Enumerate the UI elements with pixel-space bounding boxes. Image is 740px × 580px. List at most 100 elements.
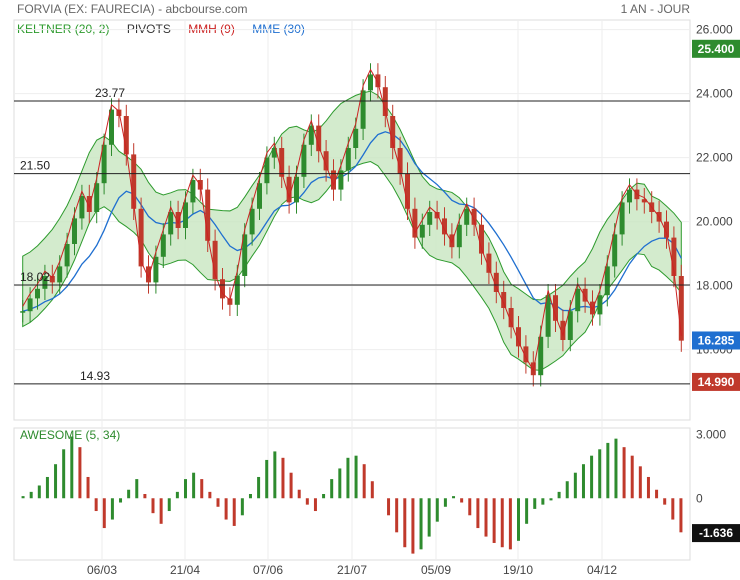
legend-pivots: PIVOTS — [126, 22, 171, 36]
candle — [27, 298, 33, 312]
price-tag-last — [692, 331, 740, 350]
candle — [153, 256, 159, 283]
candle — [582, 288, 588, 302]
candle — [590, 301, 595, 315]
candle — [471, 208, 477, 225]
candle — [72, 218, 77, 244]
candle — [79, 196, 85, 219]
candle — [227, 298, 233, 305]
candle — [323, 151, 329, 171]
candle — [405, 173, 410, 209]
candle — [671, 237, 677, 276]
candle — [271, 148, 277, 158]
candle — [368, 74, 373, 91]
candle — [57, 266, 63, 283]
legend-mme: MME (30) — [252, 22, 305, 36]
candle — [294, 176, 299, 203]
y-tick-label: 26.000 — [696, 23, 733, 37]
chart-title: FORVIA (EX: FAURECIA) - abcbourse.com — [17, 2, 248, 16]
candle — [493, 272, 499, 292]
candle — [123, 116, 129, 155]
candle — [212, 240, 218, 280]
candle — [242, 234, 248, 276]
candle — [464, 208, 470, 225]
candle — [131, 154, 137, 209]
y-tick-label: 18.000 — [696, 279, 733, 293]
candle — [360, 90, 366, 129]
candle — [146, 266, 151, 283]
candle — [279, 148, 285, 177]
candle — [175, 212, 181, 228]
candle — [678, 276, 684, 341]
candle — [168, 212, 174, 235]
x-tick-label: 05/09 — [421, 563, 451, 577]
pivot-label: 23.77 — [95, 86, 125, 100]
candle — [427, 212, 433, 225]
x-tick-label: 19/10 — [503, 563, 533, 577]
candle — [234, 276, 240, 305]
candle — [604, 266, 610, 296]
y-tick-label: 20.000 — [696, 215, 733, 229]
candle — [397, 148, 403, 174]
price-tag-low — [692, 372, 740, 391]
candle — [316, 125, 322, 152]
candle — [183, 202, 188, 228]
candle — [42, 276, 48, 289]
candle — [264, 157, 270, 184]
candle — [353, 128, 359, 148]
candle — [545, 295, 551, 337]
candle — [419, 224, 425, 238]
candle — [523, 346, 529, 363]
candle — [331, 170, 336, 190]
candle — [257, 183, 262, 209]
x-tick-label: 06/03 — [87, 563, 117, 577]
period-label[interactable]: 1 AN - JOUR — [620, 2, 690, 16]
candle — [412, 208, 418, 238]
candle — [442, 218, 447, 235]
candle — [449, 234, 455, 248]
candle — [375, 74, 381, 88]
legend-keltner: KELTNER (20, 2) — [17, 22, 110, 36]
candle — [538, 336, 544, 376]
price-tag-high-text: 25.400 — [698, 42, 735, 56]
pivot-label: 18.02 — [20, 270, 50, 284]
candle — [627, 189, 632, 203]
oscillator-last-text: -1.636 — [699, 526, 733, 540]
y-tick-label: 24.000 — [696, 87, 733, 101]
x-tick-label: 21/07 — [337, 563, 367, 577]
mmh-line — [22, 68, 682, 372]
candle — [35, 288, 40, 299]
y-tick-label: 22.000 — [696, 151, 733, 165]
candle — [20, 311, 26, 313]
candle — [567, 311, 573, 340]
oscillator-tick: 3.000 — [696, 427, 726, 441]
candle — [101, 144, 107, 184]
candle — [456, 224, 462, 248]
x-tick-label: 04/12 — [587, 563, 617, 577]
oscillator-tick: 0 — [696, 491, 703, 505]
candle — [205, 189, 211, 241]
candle — [619, 202, 625, 235]
candle — [94, 183, 100, 212]
oscillator-last-tag — [692, 524, 740, 543]
candle — [86, 196, 92, 212]
pivot-label: 14.93 — [80, 369, 110, 383]
candle — [160, 234, 166, 257]
candle — [308, 125, 314, 145]
candle — [345, 148, 351, 171]
candle — [390, 116, 396, 148]
candle — [249, 208, 255, 235]
candle — [286, 176, 292, 203]
candle — [479, 224, 484, 254]
candle — [575, 288, 581, 312]
candle — [220, 279, 225, 299]
pivot-label: 21.50 — [20, 159, 50, 173]
candle — [138, 208, 144, 267]
candle — [664, 221, 669, 238]
x-tick-label: 07/06 — [253, 563, 283, 577]
candle — [612, 234, 618, 267]
price-tag-last-text: 16.285 — [698, 333, 735, 347]
candle — [64, 244, 70, 267]
price-tag-high — [692, 39, 740, 58]
